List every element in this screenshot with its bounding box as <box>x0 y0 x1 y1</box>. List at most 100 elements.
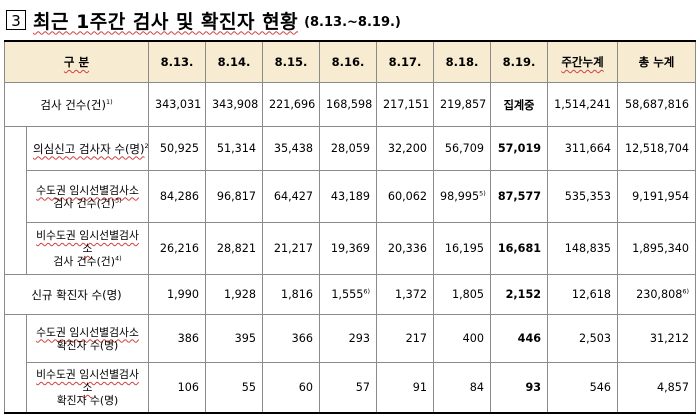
value-text: 221,696 <box>269 98 316 111</box>
weekly-total-cell: 546 <box>547 362 619 414</box>
value-text: 91 <box>412 380 428 394</box>
value-cell: 1,805 <box>433 274 492 315</box>
row-label: 검사 건수(건)1) <box>3 82 150 127</box>
value-text: 35,438 <box>273 142 314 155</box>
value-cell: 1,928 <box>205 274 264 315</box>
value-cell: 43,189 <box>319 170 378 223</box>
value-cell: 2,152 <box>490 274 549 315</box>
value-text: 1,555 <box>331 288 364 301</box>
value-text: 1,928 <box>223 288 257 301</box>
cumulative-total-cell: 1,895,340 <box>617 222 697 275</box>
row-indent <box>4 126 27 171</box>
value-cell: 32,200 <box>376 126 435 171</box>
row-indent <box>4 314 27 363</box>
cumulative-total-cell: 12,518,704 <box>617 126 697 171</box>
row-label-line2: 검사 건수(건) <box>53 196 115 210</box>
value-text: 217 <box>405 332 428 345</box>
value-text: 293 <box>348 332 371 345</box>
value-text: 84 <box>469 380 485 394</box>
value-text: 1,816 <box>280 288 314 301</box>
value-cell: 1,990 <box>148 274 207 315</box>
footnote-mark: 6) <box>682 287 690 296</box>
value-cell: 84,286 <box>148 170 207 223</box>
weekly-total-cell: 311,664 <box>547 126 619 171</box>
value-cell: 60,062 <box>376 170 435 223</box>
title-date-range: (8.13.~8.19.) <box>304 14 401 30</box>
value-cell: 28,821 <box>205 222 264 275</box>
row-label-line1: 비수도권 임시선별검사소 <box>36 229 139 255</box>
footnote-mark: 5) <box>479 189 486 198</box>
row-label-line2: 검사 건수(건) <box>53 255 115 268</box>
value-cell: 51,314 <box>205 126 264 171</box>
value-text: 60,062 <box>387 190 428 203</box>
value-text: 168,598 <box>326 98 373 111</box>
weekly-total-cell: 535,353 <box>547 170 619 223</box>
value-text: 60 <box>298 380 314 394</box>
value-text: 28,059 <box>330 142 371 155</box>
value-cell: 217 <box>376 314 435 363</box>
table-row: 신규 확진자 수(명) 1,990 1,928 1,816 1,555 6) 1,372 1,… <box>3 274 697 315</box>
footnote-mark: 3) <box>114 195 122 204</box>
row-label-line2: 확진자 수(명) <box>56 393 119 407</box>
cumulative-total-cell: 230,8086) <box>617 274 697 315</box>
value-cell: 16,195 <box>433 222 492 275</box>
value-cell: 395 <box>205 314 264 363</box>
value-cell: 1,372 <box>376 274 435 315</box>
value-cell: 221,696 <box>262 82 321 127</box>
value-text: 28,821 <box>216 242 257 255</box>
header-label: 구 분 <box>3 40 150 83</box>
table-row: 비수도권 임시선별검사소 검사 건수(건)4) 26,216 28,821 21,217… <box>4 222 697 275</box>
value-text: 43,189 <box>330 190 371 203</box>
value-text: 96,817 <box>216 190 257 203</box>
value-cell: 96,817 <box>205 170 264 223</box>
value-cell: 400 <box>433 314 492 363</box>
value-text: 26,216 <box>159 242 200 255</box>
value-text: 98,995 <box>440 190 480 203</box>
value-text: 343,908 <box>212 98 259 111</box>
cumulative-total-cell: 58,687,816 <box>617 82 697 127</box>
header-row: 구 분 8.13. 8.14. 8.15. 8.16. 8.17. 8.18. … <box>3 40 697 83</box>
header-weekly: 주간누계 <box>547 40 619 83</box>
weekly-total-cell: 1,514,241 <box>547 82 619 127</box>
value-text: 343,031 <box>155 98 202 111</box>
value-cell: 35,438 <box>262 126 321 171</box>
footnote-mark: 1) <box>105 97 113 106</box>
value-text: 446 <box>517 332 542 345</box>
header-date: 8.17. <box>376 40 435 83</box>
value-cell: 55 <box>205 362 264 414</box>
row-label: 비수도권 임시선별검사소 검사 건수(건)4) <box>25 222 150 275</box>
header-date: 8.14. <box>205 40 264 83</box>
row-label-line1: 수도권 임시선별검사소 <box>36 183 139 197</box>
value-text: 55 <box>241 380 257 394</box>
value-cell: 60 <box>262 362 321 414</box>
header-date: 8.13. <box>148 40 207 83</box>
value-text: 31,212 <box>649 332 690 345</box>
value-text: 51,314 <box>216 142 257 155</box>
weekly-test-table: 구 분 8.13. 8.14. 8.15. 8.16. 8.17. 8.18. … <box>3 40 697 414</box>
table-row: 의심신고 검사자 수(명)2) 50,925 51,314 35,438 28,059 3… <box>4 126 697 171</box>
value-text: 219,857 <box>440 98 487 111</box>
value-cell: 56,709 <box>433 126 492 171</box>
row-label-line1: 수도권 임시선별검사소 <box>36 325 139 339</box>
value-cell: 64,427 <box>262 170 321 223</box>
value-text: 2,152 <box>505 288 542 301</box>
value-text: 4,857 <box>656 380 690 394</box>
table-row: 검사 건수(건)1) 343,031 343,908 221,696 168,598 21… <box>3 82 697 127</box>
header-total: 총 누계 <box>617 40 697 83</box>
table-row: 수도권 임시선별검사소 검사 건수(건)3) 84,286 96,817 64,427 4… <box>4 170 697 223</box>
value-text: 366 <box>291 332 314 345</box>
value-text: 58,687,816 <box>624 98 690 111</box>
row-label-line1: 비수도권 임시선별검사소 <box>36 367 139 394</box>
row-label: 비수도권 임시선별검사소 확진자 수(명) <box>25 362 150 414</box>
value-cell: 87,577 <box>490 170 549 223</box>
value-cell: 16,681 <box>490 222 549 275</box>
value-cell: 168,598 <box>319 82 378 127</box>
value-text: 12,518,704 <box>624 142 690 155</box>
row-label: 신규 확진자 수(명) <box>3 274 150 315</box>
value-text: 106 <box>177 380 200 394</box>
row-label: 수도권 임시선별검사소 확진자 수(명) <box>25 314 150 363</box>
section-number: 3 <box>6 10 26 30</box>
value-text: 57 <box>355 380 371 394</box>
value-text: 395 <box>234 332 257 345</box>
row-label-text: 의심신고 검사자 수(명) <box>33 141 145 156</box>
